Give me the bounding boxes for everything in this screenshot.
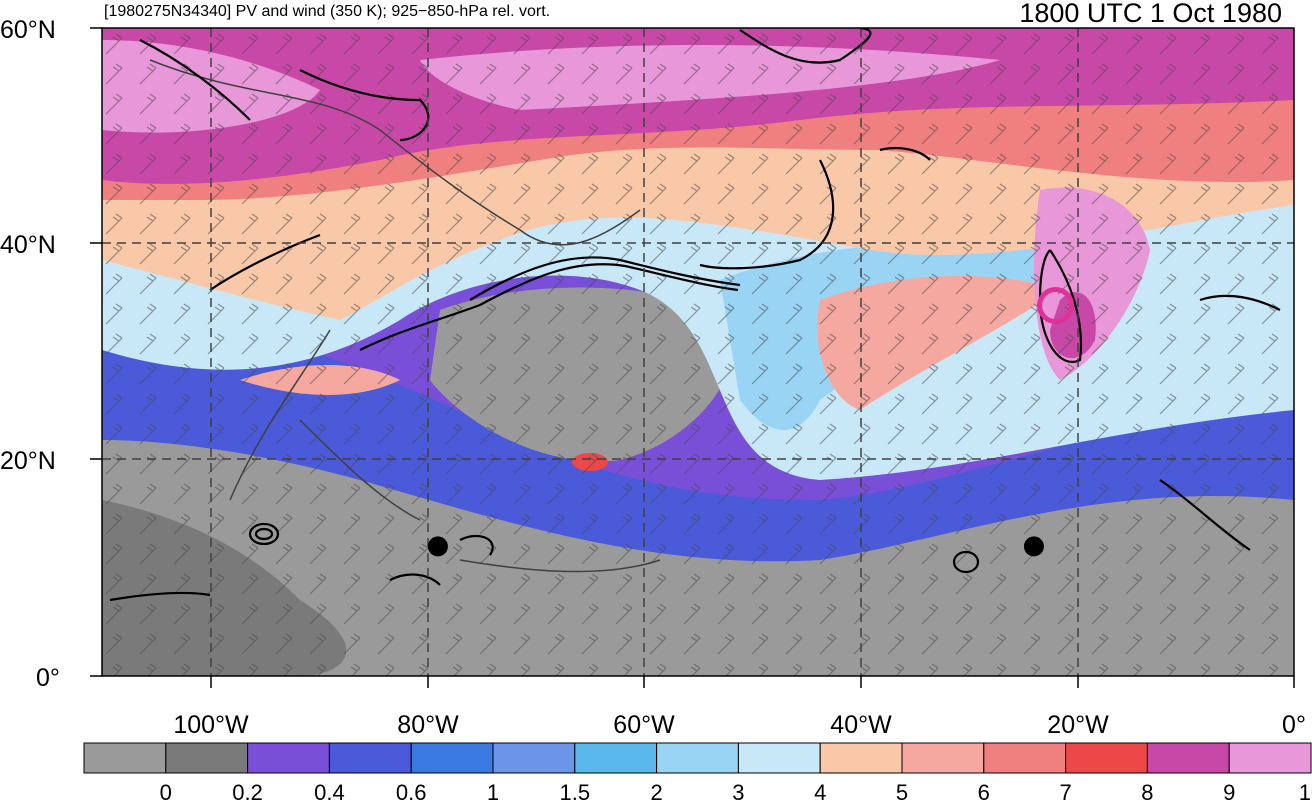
colorbar-label: 1.5 — [560, 780, 591, 804]
colorbar-label: 7 — [1059, 780, 1071, 804]
colorbar-swatch — [328, 742, 412, 774]
colorbar: 0 0.2 0.4 0.6 1 1.5 2 3 4 5 6 7 8 9 10 — [83, 742, 1312, 804]
lon-tick-label: 80°W — [397, 711, 459, 739]
lat-tick-label: 60°N — [0, 16, 56, 44]
pv-field — [102, 28, 1294, 676]
lon-tick-label: 100°W — [173, 711, 249, 739]
colorbar-swatch — [819, 742, 903, 774]
colorbar-label: 0.4 — [314, 780, 345, 804]
lat-tick-label: 0° — [36, 664, 60, 692]
colorbar-swatch — [83, 742, 167, 774]
vorticity-contours — [109, 28, 1281, 602]
vortex-dot — [427, 536, 448, 557]
valid-time: 1800 UTC 1 Oct 1980 — [1019, 0, 1282, 28]
lon-tick-label: 0° — [1282, 711, 1306, 739]
colorbar-swatch — [410, 742, 494, 774]
lat-tick-label: 40°N — [0, 231, 56, 259]
colorbar-swatch — [656, 742, 739, 774]
colorbar-label: 9 — [1223, 780, 1235, 804]
vortex-dots — [427, 536, 1044, 557]
colorbar-swatch — [901, 742, 985, 774]
colorbar-swatch — [737, 742, 821, 774]
lon-tick-label: 40°W — [830, 711, 892, 739]
colorbar-swatch — [492, 742, 576, 774]
colorbar-swatch — [1065, 742, 1148, 774]
circle-marker-icon — [1037, 287, 1075, 325]
colorbar-label: 2 — [650, 780, 662, 804]
graticule — [102, 28, 1294, 676]
wind-barbs — [102, 28, 1294, 676]
vortex-dot — [1023, 536, 1044, 557]
coastlines — [149, 59, 661, 573]
colorbar-label: 0.2 — [232, 780, 263, 804]
colorbar-label: 3 — [732, 780, 744, 804]
colorbar-swatch — [983, 742, 1067, 774]
colorbar-label: 8 — [1141, 780, 1153, 804]
colorbar-swatch — [1228, 742, 1312, 774]
colorbar-label: 0 — [160, 780, 172, 804]
colorbar-swatch — [574, 742, 658, 774]
colorbar-swatch — [165, 742, 249, 774]
colorbar-label: 6 — [978, 780, 990, 804]
case-label: [1980275N34340] PV and wind (350 K); 925… — [104, 3, 551, 20]
lon-tick-label: 60°W — [613, 711, 675, 739]
lon-tick-label: 20°W — [1047, 711, 1109, 739]
colorbar-label: 10 — [1299, 780, 1312, 804]
plot-frame — [101, 27, 1295, 677]
colorbar-swatch — [1146, 742, 1230, 774]
tick-marks — [90, 27, 1295, 688]
colorbar-label: 1 — [487, 780, 499, 804]
colorbar-label: 5 — [896, 780, 908, 804]
lat-tick-label: 20°N — [0, 447, 56, 475]
colorbar-label: 0.6 — [396, 780, 427, 804]
colorbar-swatch — [247, 742, 330, 774]
colorbar-label: 4 — [814, 780, 826, 804]
